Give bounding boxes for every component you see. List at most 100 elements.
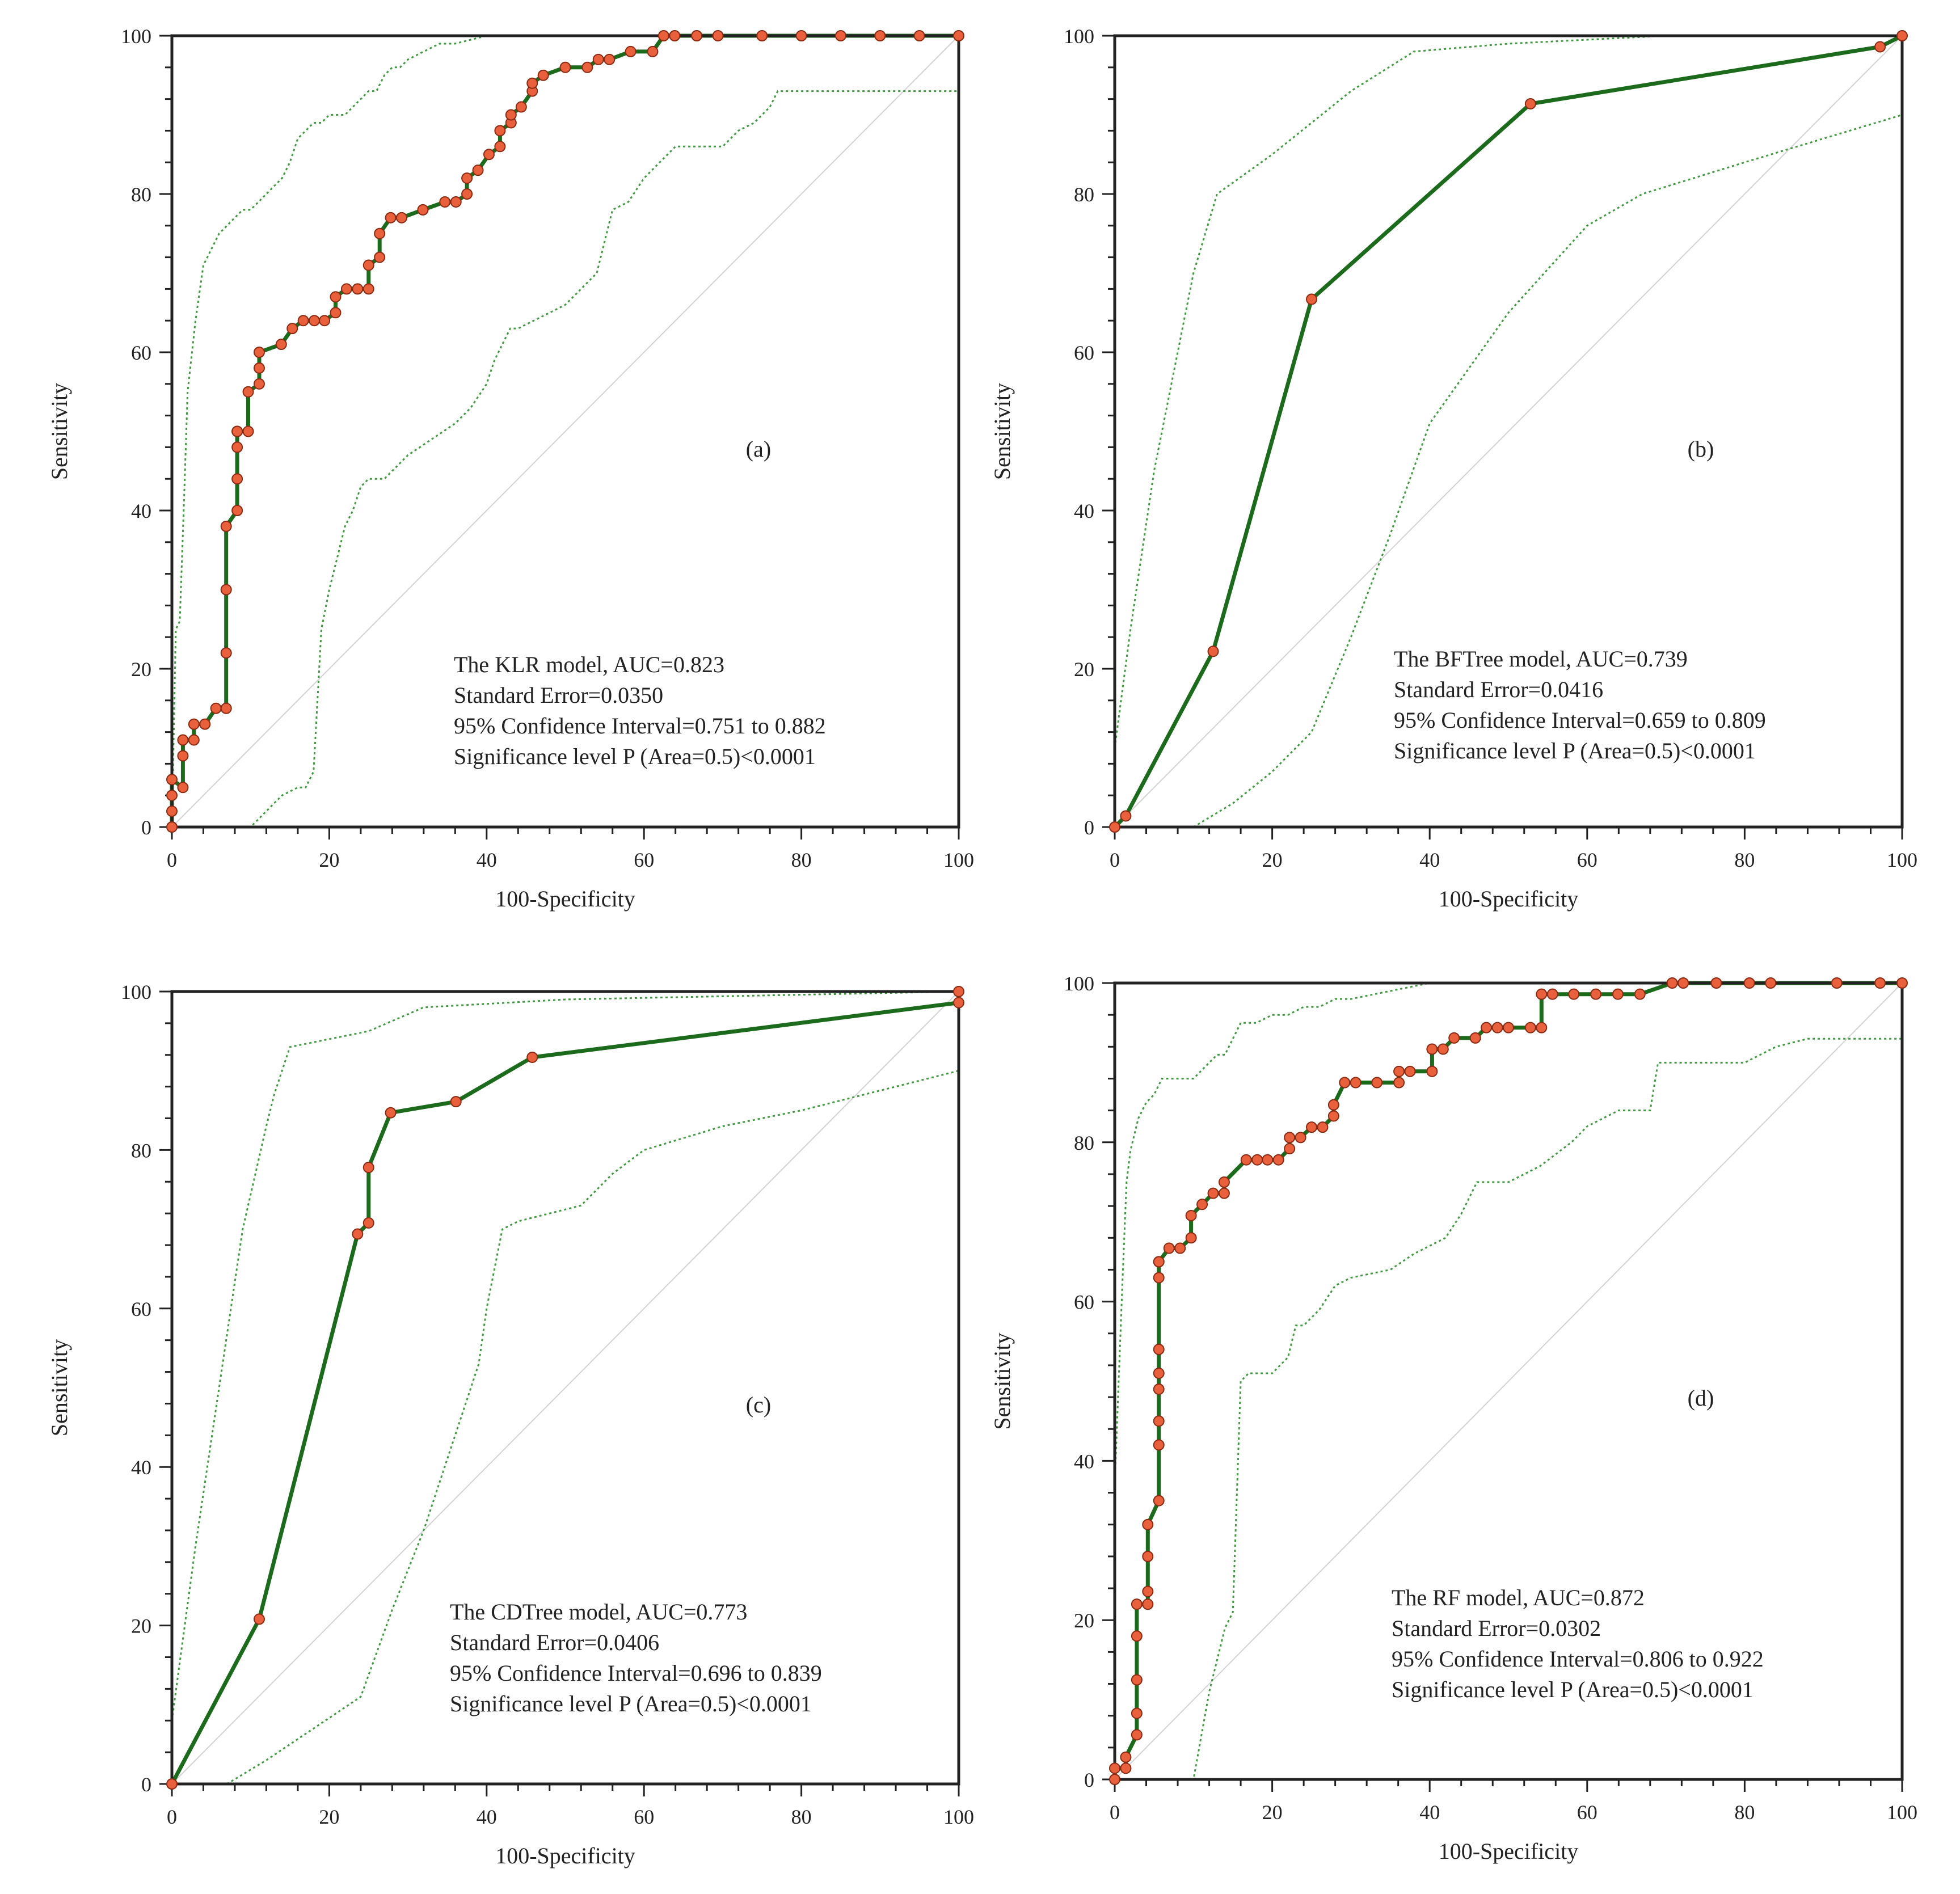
roc-point [953, 30, 964, 41]
roc-point [1196, 1199, 1208, 1210]
roc-point [177, 750, 189, 762]
roc-point [1634, 988, 1646, 1000]
roc-point [363, 259, 374, 271]
plot-frame [1113, 981, 1904, 1781]
x-tick-label: 60 [634, 1806, 654, 1828]
roc-point [253, 347, 265, 358]
annotation-line: 95% Confidence Interval=0.751 to 0.882 [454, 713, 826, 739]
roc-point [1350, 1077, 1362, 1089]
annotation-line: Significance level P (Area=0.5)<0.0001 [450, 1691, 812, 1716]
y-tick-label: 0 [141, 1773, 151, 1796]
roc-point [1666, 977, 1678, 989]
roc-point [1524, 98, 1536, 109]
roc-point [231, 505, 243, 516]
roc-point [1371, 1077, 1383, 1089]
ci-lower-line [226, 1070, 959, 1785]
roc-point [1153, 1256, 1165, 1268]
roc-point [297, 315, 309, 327]
roc-point [1590, 988, 1602, 1000]
roc-point [461, 172, 473, 184]
y-tick-label: 80 [1074, 183, 1094, 206]
roc-point [953, 986, 964, 997]
roc-point [712, 30, 724, 41]
roc-point [1218, 1176, 1230, 1188]
roc-point [1481, 1022, 1493, 1034]
roc-point [1153, 1439, 1165, 1451]
roc-point [1272, 1154, 1284, 1166]
roc-point [1207, 646, 1219, 657]
roc-point [1153, 1383, 1165, 1395]
roc-point [494, 141, 506, 153]
y-tick-label: 80 [1074, 1132, 1094, 1154]
y-tick-label: 0 [141, 816, 151, 839]
x-tick-label: 80 [1734, 849, 1755, 871]
roc-point [625, 45, 637, 57]
reference-diagonal [171, 35, 959, 828]
y-tick-label: 0 [1084, 816, 1094, 839]
y-tick-label: 100 [1064, 972, 1094, 995]
roc-point [1153, 1272, 1165, 1284]
roc-point [1339, 1077, 1351, 1089]
roc-point [1710, 977, 1722, 989]
roc-point [461, 188, 473, 200]
x-axis-title: 100-Specificity [495, 1843, 635, 1868]
roc-point [1240, 1154, 1252, 1166]
roc-point [286, 323, 298, 335]
roc-point [363, 1217, 374, 1229]
ci-lower-line [1193, 114, 1903, 828]
annotation-line: Significance level P (Area=0.5)<0.0001 [1392, 1677, 1754, 1702]
x-axis-title: 100-Specificity [1439, 1838, 1579, 1864]
x-tick-label: 40 [477, 849, 497, 871]
roc-point [1262, 1154, 1274, 1166]
roc-point [1163, 1242, 1175, 1254]
roc-point [1743, 977, 1755, 989]
roc-point [472, 164, 484, 176]
y-tick-label: 100 [1064, 25, 1094, 48]
x-tick-label: 20 [319, 1806, 339, 1828]
ci-upper-line [171, 35, 959, 828]
roc-point [166, 821, 178, 833]
roc-point [352, 1228, 364, 1240]
ci-upper-line [1114, 982, 1902, 1485]
roc-point [1831, 977, 1843, 989]
y-tick-label: 80 [131, 183, 151, 206]
reference-diagonal [171, 991, 959, 1785]
roc-point [374, 251, 386, 263]
roc-point [177, 782, 189, 794]
roc-point [1131, 1729, 1143, 1741]
roc-point [1295, 1132, 1306, 1144]
annotation-line: 95% Confidence Interval=0.806 to 0.922 [1392, 1646, 1764, 1672]
roc-point [166, 790, 178, 802]
roc-point [1896, 30, 1908, 41]
roc-point [1426, 1065, 1438, 1077]
y-tick-label: 40 [131, 500, 151, 522]
roc-point [1251, 1154, 1263, 1166]
y-axis-title: Sensitivity [989, 383, 1015, 480]
roc-point [396, 212, 408, 223]
roc-point [210, 702, 222, 714]
roc-point [1207, 1187, 1219, 1199]
roc-point [1874, 41, 1886, 53]
ci-upper-line [171, 990, 959, 1721]
roc-point [220, 584, 232, 596]
roc-point [1306, 1121, 1317, 1133]
roc-point [526, 1051, 538, 1063]
roc-point [363, 1162, 374, 1174]
annotation-line: Significance level P (Area=0.5)<0.0001 [454, 744, 816, 769]
roc-point [439, 196, 451, 208]
roc-point [1327, 1099, 1339, 1111]
ci-lower-line [172, 90, 959, 828]
roc-point [417, 204, 429, 216]
reference-diagonal [1114, 982, 1903, 1780]
roc-curve [170, 33, 959, 827]
roc-point [1109, 1762, 1120, 1774]
roc-point [330, 307, 342, 319]
roc-point [177, 734, 189, 746]
x-tick-label: 40 [477, 1806, 497, 1828]
roc-point [1317, 1121, 1329, 1133]
x-axis-title: 100-Specificity [1439, 886, 1579, 912]
roc-panel-2: 0 20 40 60 80 100 0 20 40 60 80 100 100-Specificity S… [989, 25, 1917, 912]
ci-lower-line [1115, 1037, 1902, 1781]
roc-point [1120, 1762, 1132, 1774]
